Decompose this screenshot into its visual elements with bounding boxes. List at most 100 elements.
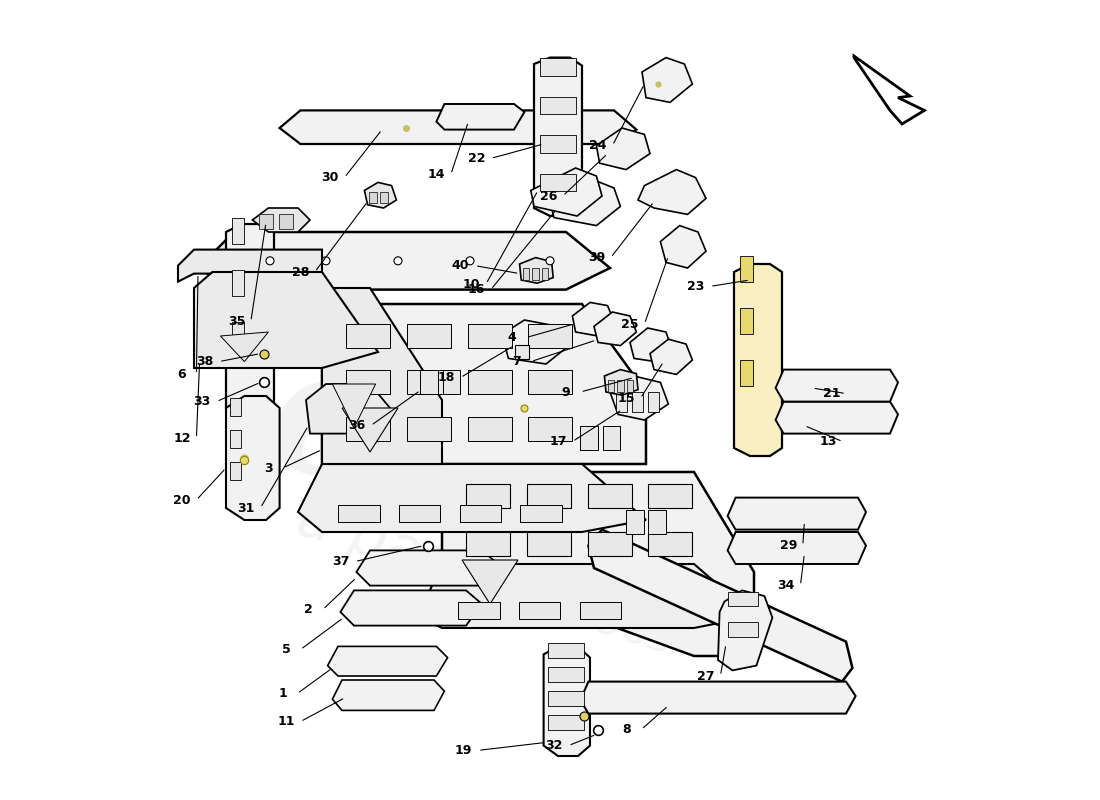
Text: 35: 35	[228, 315, 245, 328]
Bar	[232, 218, 244, 244]
Polygon shape	[502, 320, 566, 364]
Polygon shape	[630, 328, 672, 362]
Text: 32: 32	[546, 739, 563, 752]
Bar	[540, 58, 575, 76]
Text: 8: 8	[623, 723, 631, 736]
Polygon shape	[364, 182, 396, 208]
Bar	[468, 370, 512, 394]
Bar	[466, 484, 510, 508]
Text: 18: 18	[438, 371, 454, 384]
Text: 28: 28	[292, 266, 309, 278]
Text: 26: 26	[540, 190, 557, 202]
Polygon shape	[418, 564, 754, 628]
Bar	[540, 135, 575, 153]
Polygon shape	[328, 646, 448, 676]
Text: 3: 3	[264, 462, 273, 474]
Bar	[549, 691, 584, 706]
Polygon shape	[342, 408, 398, 452]
Text: 11: 11	[277, 715, 295, 728]
Polygon shape	[252, 208, 310, 232]
Polygon shape	[298, 464, 646, 532]
Polygon shape	[442, 472, 754, 656]
Bar	[466, 532, 510, 556]
Text: eu: eu	[245, 326, 535, 570]
Text: 36: 36	[348, 419, 365, 432]
Bar	[587, 484, 631, 508]
Text: 10: 10	[463, 278, 481, 290]
Text: 30: 30	[321, 171, 339, 184]
Bar	[581, 426, 598, 450]
Bar	[370, 192, 377, 203]
Text: 37: 37	[332, 555, 349, 568]
Polygon shape	[734, 264, 782, 456]
Text: 12: 12	[174, 432, 190, 445]
Text: 15: 15	[617, 392, 635, 405]
Bar	[532, 268, 539, 280]
Bar	[346, 370, 390, 394]
Text: 23: 23	[686, 280, 704, 293]
Text: 22: 22	[468, 152, 485, 165]
Polygon shape	[610, 376, 669, 420]
Bar	[346, 324, 390, 348]
Text: 29: 29	[780, 539, 798, 552]
Polygon shape	[596, 128, 650, 170]
Bar	[648, 510, 666, 534]
Polygon shape	[332, 384, 375, 428]
Bar	[549, 667, 584, 682]
Text: 17: 17	[549, 435, 566, 448]
Bar	[522, 268, 529, 280]
Text: 1: 1	[278, 687, 287, 700]
Bar	[549, 643, 584, 658]
Bar	[381, 192, 388, 203]
Polygon shape	[776, 402, 898, 434]
Bar	[420, 370, 438, 394]
Bar	[540, 174, 575, 191]
Bar	[232, 270, 244, 296]
Text: 5: 5	[282, 643, 290, 656]
Circle shape	[466, 257, 474, 265]
Polygon shape	[437, 104, 525, 130]
Bar	[407, 370, 451, 394]
Text: 16: 16	[468, 283, 485, 296]
Polygon shape	[638, 170, 706, 214]
Bar	[527, 484, 571, 508]
Text: since 1985: since 1985	[451, 553, 681, 663]
Polygon shape	[226, 396, 279, 520]
Bar	[727, 592, 758, 606]
Polygon shape	[531, 168, 602, 216]
Polygon shape	[220, 332, 268, 362]
Bar	[540, 97, 575, 114]
Polygon shape	[462, 560, 518, 604]
Text: 33: 33	[194, 395, 210, 408]
Bar	[230, 462, 241, 480]
Polygon shape	[198, 232, 610, 290]
Text: a passion: a passion	[289, 490, 571, 630]
Circle shape	[546, 257, 554, 265]
Bar	[727, 622, 758, 637]
Polygon shape	[581, 682, 856, 714]
Bar	[232, 322, 244, 348]
Polygon shape	[550, 180, 620, 226]
Bar	[617, 380, 624, 392]
Bar	[542, 268, 549, 280]
Text: 9: 9	[562, 386, 570, 398]
Circle shape	[322, 257, 330, 265]
Text: 13: 13	[820, 435, 837, 448]
Text: 31: 31	[238, 502, 255, 514]
Bar	[616, 392, 627, 412]
Polygon shape	[534, 58, 582, 216]
Bar	[407, 324, 451, 348]
Polygon shape	[650, 339, 692, 374]
Bar	[740, 308, 754, 334]
Polygon shape	[776, 370, 898, 402]
Text: 27: 27	[697, 670, 715, 682]
Bar	[740, 256, 754, 282]
Bar	[631, 392, 642, 412]
Bar	[399, 505, 440, 522]
Bar	[258, 214, 273, 229]
Bar	[407, 417, 451, 441]
Bar	[603, 426, 620, 450]
Text: 34: 34	[778, 579, 794, 592]
Text: 7: 7	[512, 355, 520, 368]
Bar	[230, 398, 241, 416]
